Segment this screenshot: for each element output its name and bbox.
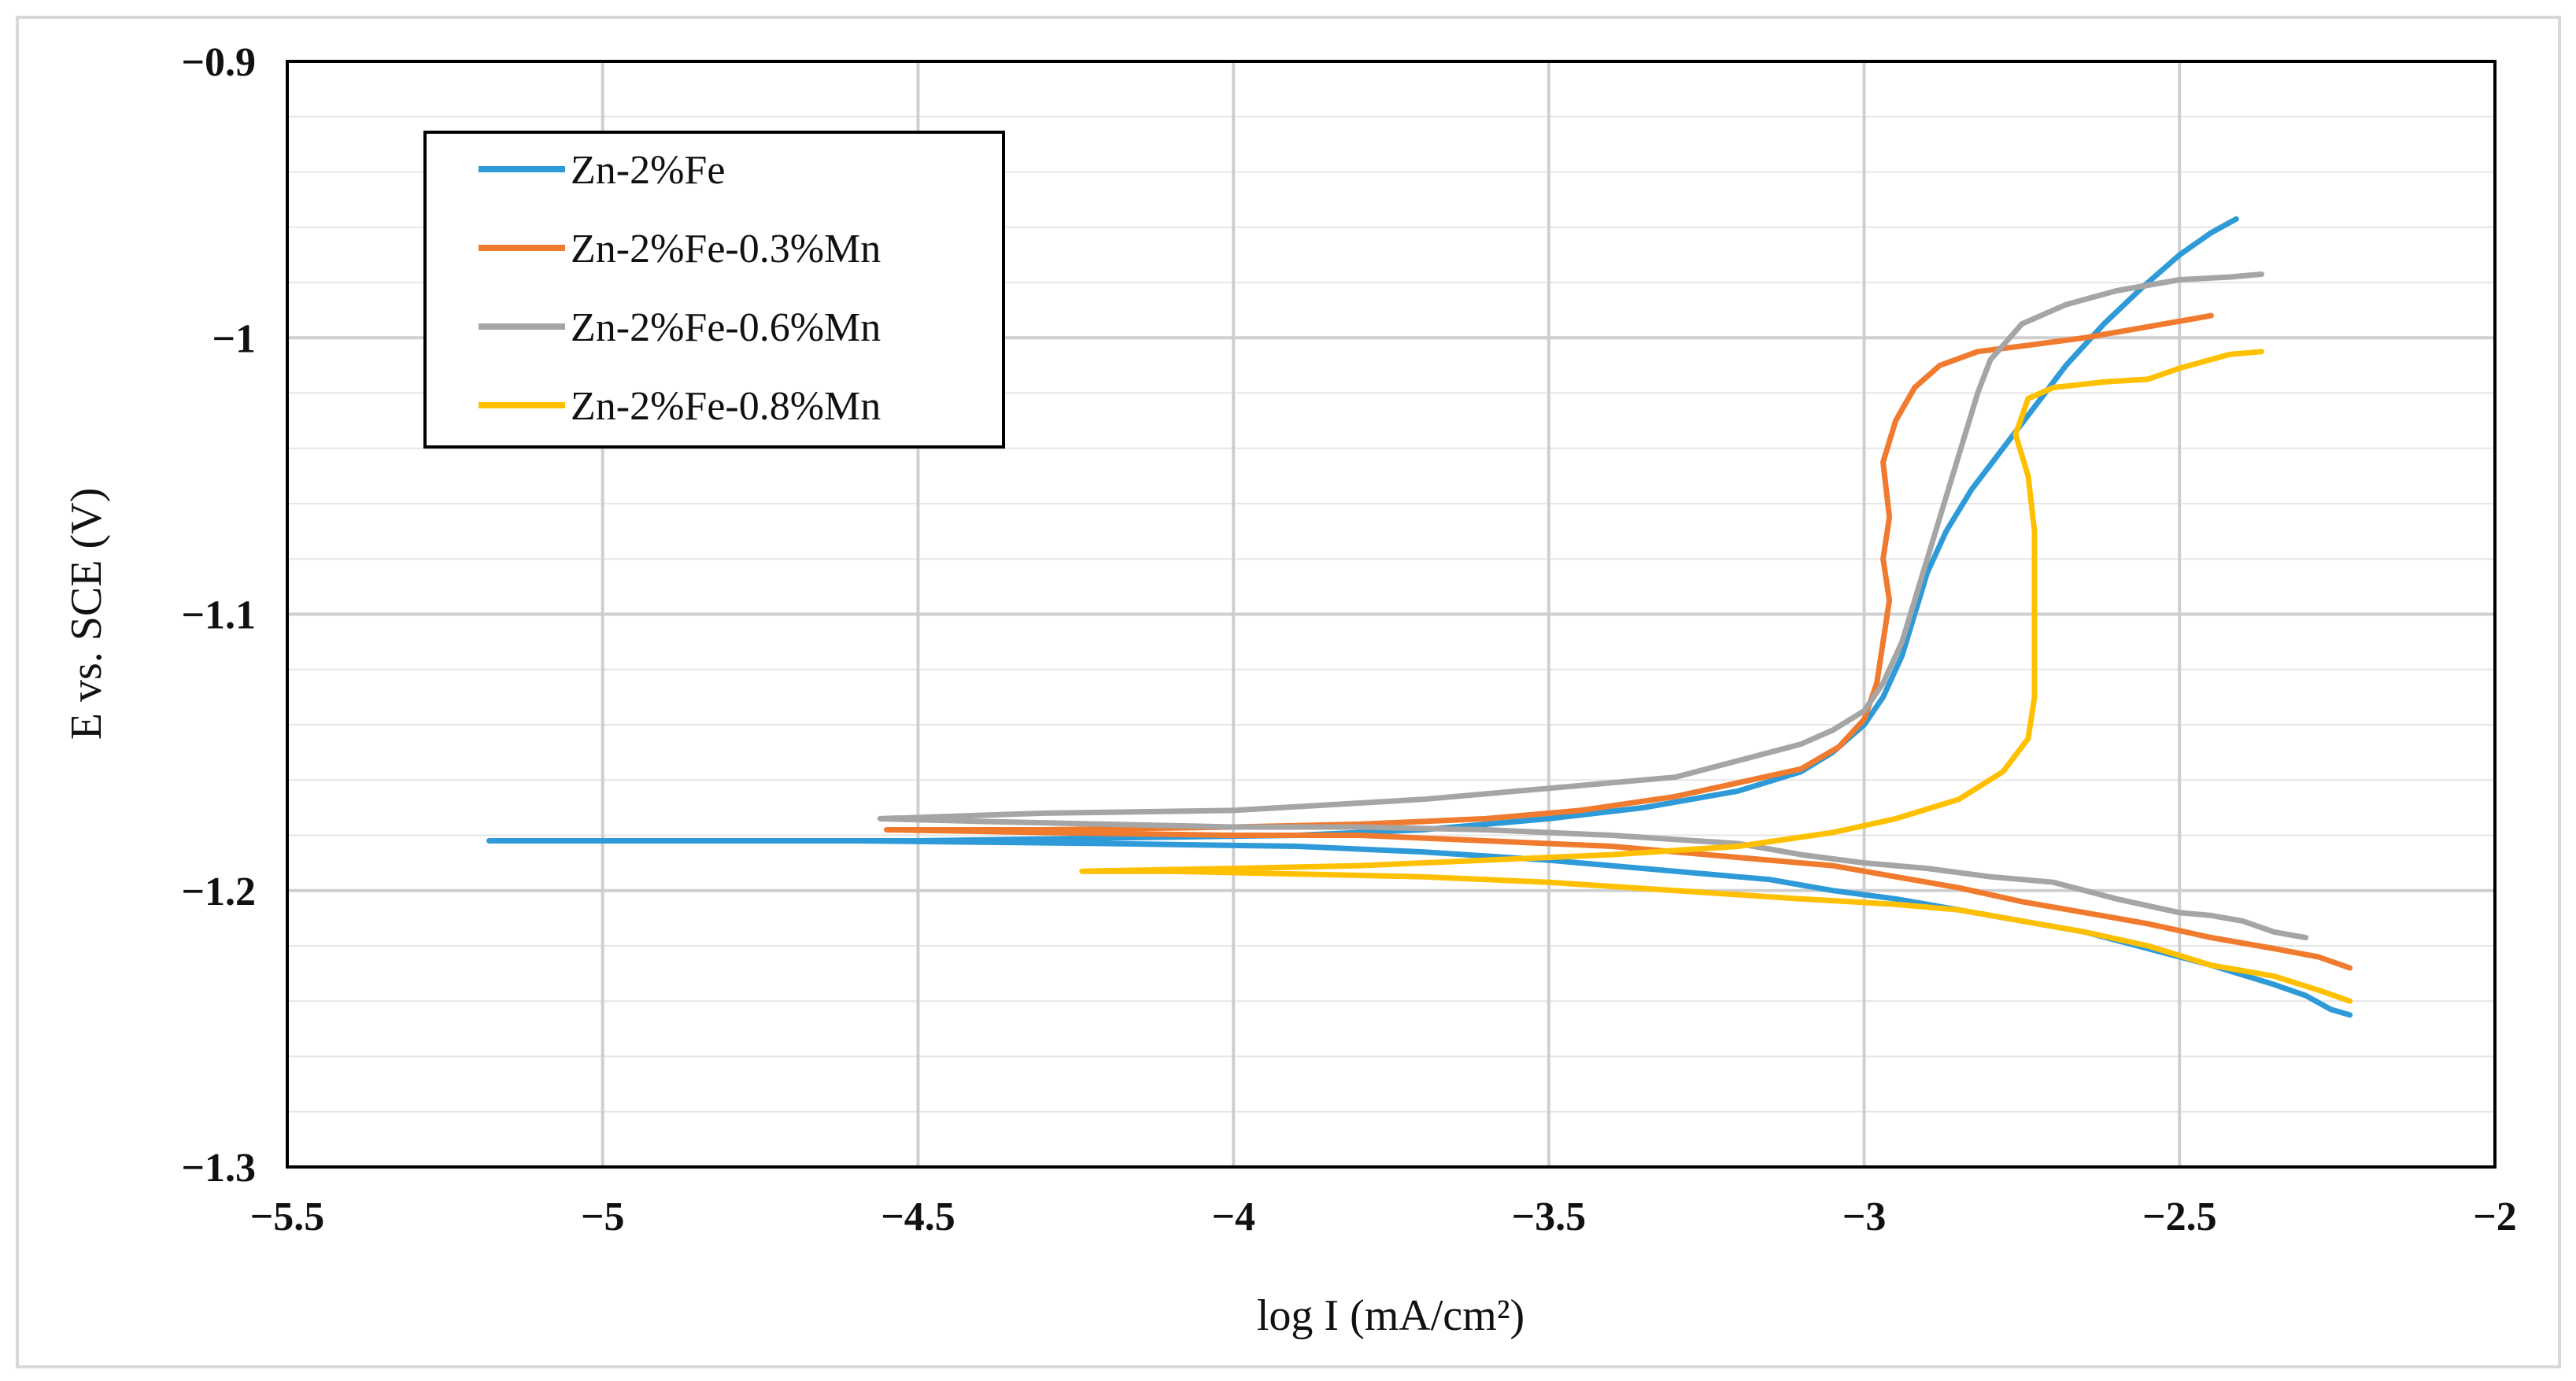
- legend-label: Zn-2%Fe-0.3%Mn: [571, 227, 881, 271]
- legend-label: Zn-2%Fe: [571, 148, 725, 193]
- legend: Zn-2%Fe Zn-2%Fe-0.3%Mn Zn-2%Fe-0.6%Mn Zn-2%…: [423, 131, 1005, 449]
- legend-label: Zn-2%Fe-0.6%Mn: [571, 305, 881, 350]
- tick-label-layer: −5.5 −5 −4.5 −4 −3.5 −3 −2.5 −2 −1.3 −1.2 −1.1 −1 −0…: [181, 40, 2516, 1239]
- y-tick-label: −1.3: [181, 1146, 256, 1191]
- x-tick-label: −5: [581, 1195, 625, 1239]
- x-tick-label: −2: [2473, 1195, 2517, 1239]
- plot-area-border: [286, 60, 2497, 1169]
- x-tick-label: −5.5: [250, 1195, 325, 1239]
- series-line-3: [877, 271, 2309, 940]
- legend-label: Zn-2%Fe-0.8%Mn: [571, 384, 881, 429]
- y-axis-label: E vs. SCE (V): [62, 488, 111, 740]
- x-tick-label: −4: [1211, 1195, 1255, 1239]
- y-tick-label: −1.1: [181, 593, 256, 638]
- y-tick-label: −0.9: [181, 40, 256, 85]
- legend-box: [423, 131, 1005, 449]
- x-tick-label: −4.5: [881, 1195, 955, 1239]
- y-tick-label: −1.2: [181, 870, 256, 914]
- x-tick-label: −2.5: [2142, 1195, 2217, 1239]
- series-layer: [486, 216, 2353, 1018]
- series-line-2: [883, 312, 2353, 971]
- x-axis-label: log I (mA/cm²): [1257, 1291, 1525, 1340]
- x-tick-label: −3.5: [1512, 1195, 1587, 1239]
- x-tick-label: −3: [1842, 1195, 1887, 1239]
- outer-frame: [16, 16, 2561, 1368]
- y-tick-label: −1: [212, 316, 256, 361]
- series-line-4: [1079, 349, 2353, 1004]
- legend-entries: Zn-2%Fe Zn-2%Fe-0.3%Mn Zn-2%Fe-0.6%Mn Zn-2%…: [479, 148, 881, 429]
